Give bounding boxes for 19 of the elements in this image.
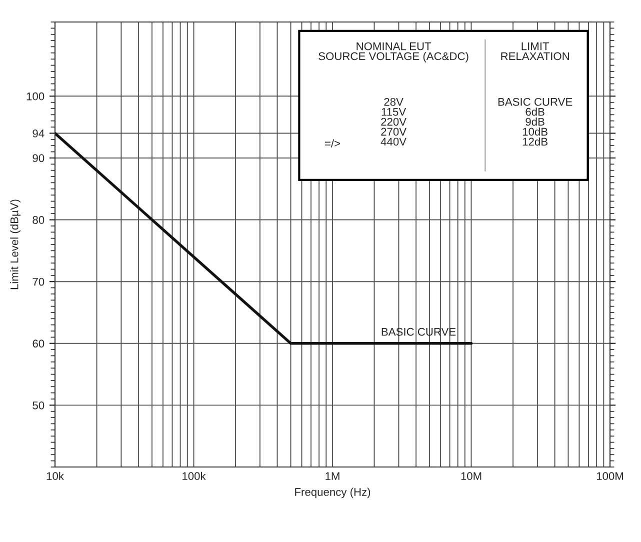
x-tick-label: 10k <box>46 472 64 480</box>
y-axis-title: Limit Level (dBµV) <box>10 200 20 290</box>
x-axis-title: Frequency (Hz) <box>295 488 370 498</box>
x-tick-label: 100k <box>182 472 206 480</box>
y-tick-label: 100 <box>26 92 44 100</box>
x-tick-label: 100M <box>596 472 623 480</box>
y-tick-label: 70 <box>32 278 44 286</box>
annotation: BASIC CURVE 6dB 9dB 10dB 12dB <box>498 98 572 146</box>
x-tick-label: 10M <box>461 472 482 480</box>
annotation: =/> <box>325 139 340 148</box>
y-tick-label: 60 <box>32 340 44 348</box>
annotation: LIMIT RELAXATION <box>501 42 569 60</box>
y-tick-label: 80 <box>32 216 44 224</box>
annotation: 28V 115V 220V 270V 440V <box>380 98 406 146</box>
y-tick-label: 90 <box>32 154 44 162</box>
x-tick-label: 1M <box>326 472 340 480</box>
annotation: NOMINAL EUT SOURCE VOLTAGE (AC&DC) <box>318 42 468 62</box>
y-tick-label: 94 <box>32 130 44 138</box>
y-tick-label: 50 <box>32 401 44 410</box>
